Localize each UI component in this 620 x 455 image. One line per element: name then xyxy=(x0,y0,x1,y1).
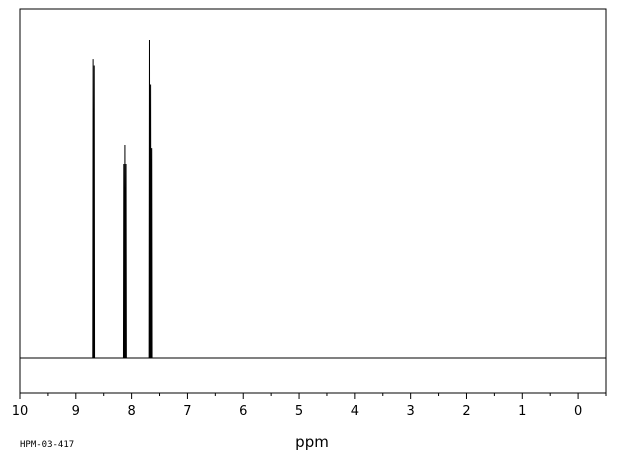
tick-label: 7 xyxy=(183,404,191,419)
tick-label: 2 xyxy=(462,404,470,419)
x-axis-tick-labels: 10 9 8 7 6 5 4 3 2 1 0 xyxy=(12,404,583,419)
x-axis-ticks xyxy=(19,393,607,399)
tick-label: 0 xyxy=(574,404,582,419)
tick-label: 3 xyxy=(407,404,415,419)
spectrum-line xyxy=(20,39,606,359)
tick-label: 8 xyxy=(127,404,135,419)
sample-id-label: HPM-03-417 xyxy=(20,440,74,450)
tick-label: 1 xyxy=(518,404,526,419)
tick-label: 9 xyxy=(72,404,80,419)
tick-label: 4 xyxy=(351,404,359,419)
tick-label: 10 xyxy=(12,404,29,419)
plot-frame xyxy=(19,8,607,394)
x-axis-title: ppm xyxy=(295,433,329,451)
tick-label: 5 xyxy=(295,404,303,419)
tick-label: 6 xyxy=(239,404,247,419)
